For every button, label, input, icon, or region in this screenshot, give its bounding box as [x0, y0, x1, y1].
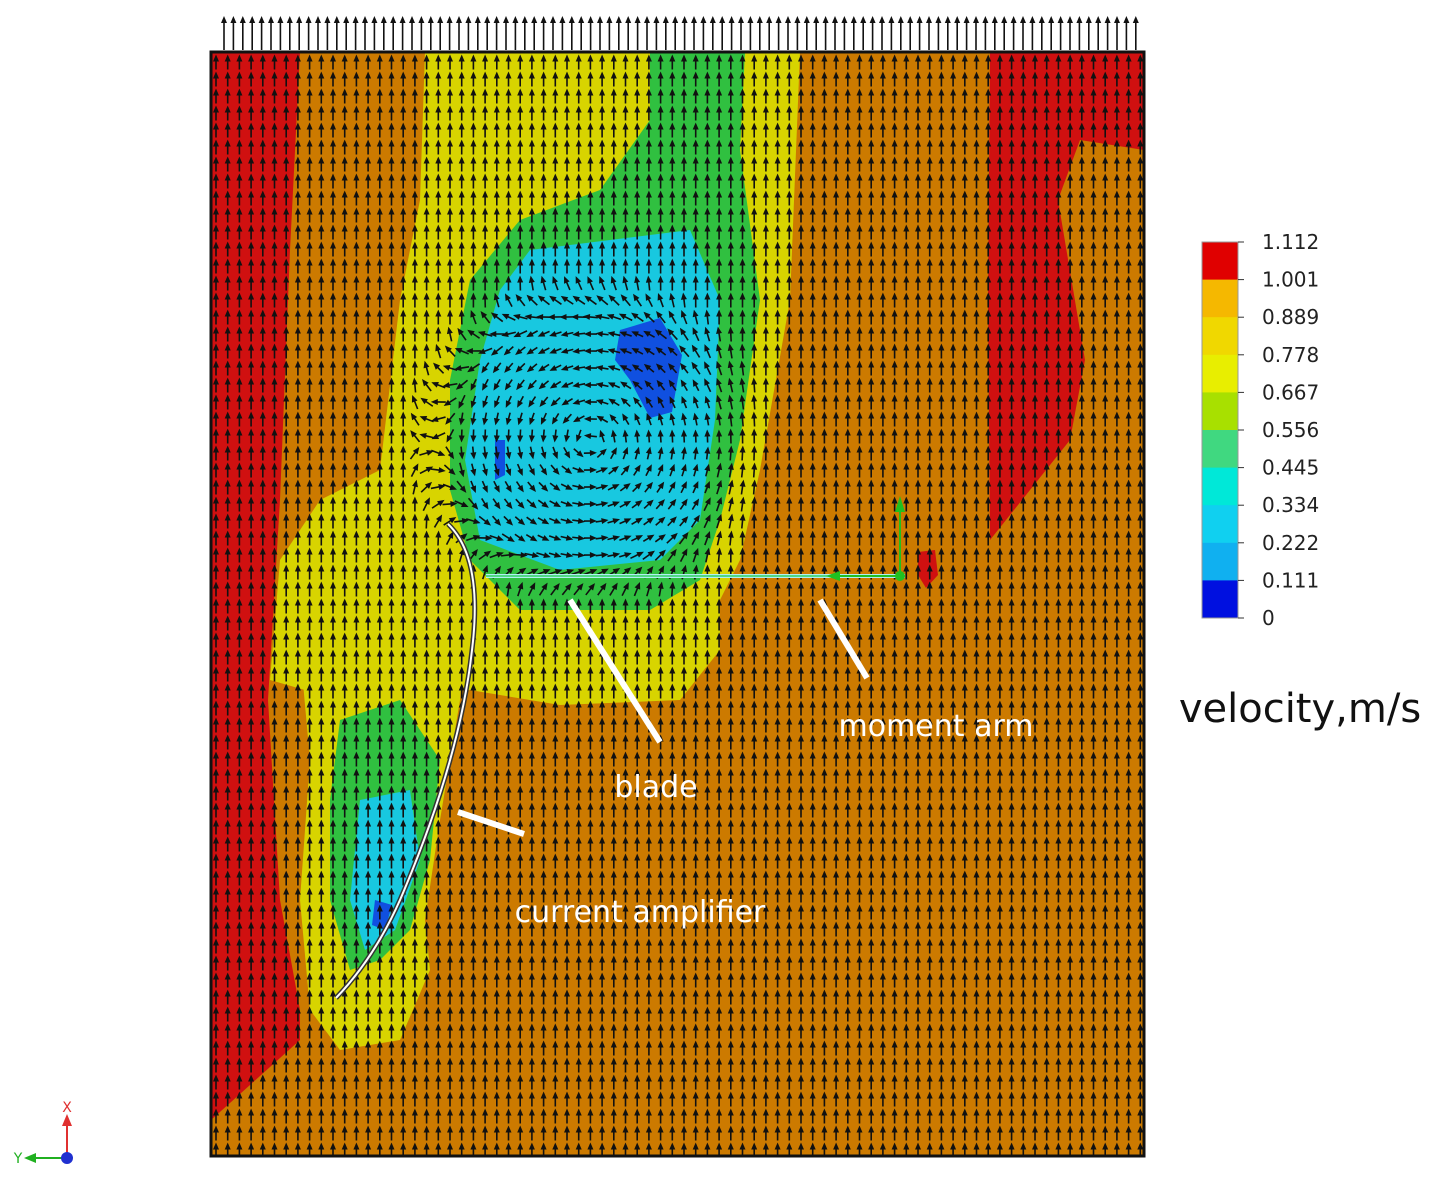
contour-field [211, 52, 1144, 1158]
small-blue-spot [495, 440, 505, 480]
